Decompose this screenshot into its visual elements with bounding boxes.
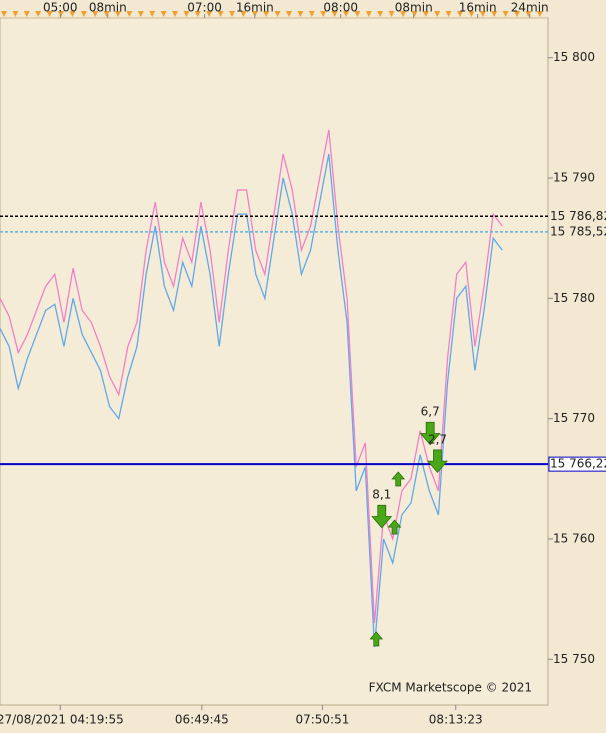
top-tick-label: 24min	[511, 1, 549, 15]
session-marker	[434, 11, 441, 17]
price-label-box	[549, 209, 606, 224]
session-marker	[457, 11, 463, 17]
top-tick-label: 05:00	[43, 1, 78, 15]
session-marker	[137, 11, 144, 17]
session-marker	[308, 11, 315, 17]
plot-area	[0, 17, 549, 706]
trade-arrow	[419, 421, 441, 446]
session-marker	[286, 11, 292, 17]
price-label-box	[549, 224, 606, 239]
session-marker	[377, 11, 384, 17]
x-tick-label: 07:50:51	[295, 713, 349, 727]
session-marker	[343, 11, 349, 17]
trade-label: 2,7	[428, 432, 447, 446]
session-marker	[46, 11, 53, 17]
session-marker	[12, 11, 19, 17]
price-line-series	[0, 129, 503, 624]
x-tick-label: 08:13:23	[429, 713, 483, 727]
price-label: 15 766,22	[550, 457, 606, 471]
session-marker	[536, 11, 543, 17]
session-marker	[172, 11, 178, 17]
session-marker	[514, 11, 520, 17]
session-marker	[115, 11, 121, 17]
session-marker	[320, 11, 327, 17]
session-marker	[400, 11, 406, 17]
session-marker	[206, 11, 213, 17]
session-marker	[445, 11, 452, 17]
x-tick-label: 06:49:45	[175, 713, 229, 727]
y-tick-label: 15 750	[553, 652, 595, 666]
trade-arrow	[387, 519, 402, 535]
session-marker	[240, 11, 247, 17]
y-tick-label: 15 780	[553, 291, 595, 305]
top-tick-label: 07:00	[187, 1, 222, 15]
session-marker	[491, 11, 498, 17]
price-label: 15 786,82	[550, 209, 606, 223]
session-marker	[297, 11, 304, 17]
session-marker	[479, 11, 486, 17]
session-marker	[525, 11, 532, 17]
session-marker	[35, 11, 42, 17]
session-marker	[388, 11, 395, 17]
price-line-series	[0, 153, 503, 648]
watermark: FXCM Marketscope © 2021	[369, 681, 532, 695]
session-marker	[422, 11, 429, 17]
session-marker	[194, 11, 201, 17]
session-marker	[502, 11, 509, 17]
top-tick-label: 08min	[89, 1, 127, 15]
trade-arrow	[391, 471, 406, 487]
session-marker	[160, 11, 167, 17]
session-marker	[468, 11, 475, 17]
top-tick-label: 08:00	[323, 1, 358, 15]
y-tick-label: 15 760	[553, 531, 595, 545]
trade-arrow	[371, 504, 393, 529]
session-marker	[126, 11, 133, 17]
y-tick-label: 15 790	[553, 171, 595, 185]
x-tick-label: 27/08/2021 04:19:55	[0, 713, 124, 727]
session-marker	[80, 11, 87, 17]
session-marker	[58, 11, 64, 17]
y-tick-label: 15 800	[553, 50, 595, 64]
trade-arrow	[427, 449, 448, 473]
price-label: 15 785,52	[550, 224, 606, 238]
top-tick-label: 16min	[236, 1, 274, 15]
session-marker	[217, 11, 224, 17]
session-marker	[274, 11, 281, 17]
session-marker	[23, 11, 30, 17]
session-marker	[354, 11, 361, 17]
session-marker	[92, 11, 99, 17]
y-tick-label: 15 770	[553, 411, 595, 425]
session-marker	[183, 11, 190, 17]
session-marker	[411, 11, 418, 17]
session-marker	[263, 11, 270, 17]
trade-label: 8,1	[372, 488, 391, 502]
session-marker	[1, 11, 7, 17]
session-marker	[103, 11, 110, 17]
top-tick-label: 08min	[395, 1, 433, 15]
session-marker	[229, 11, 235, 17]
session-marker	[149, 11, 156, 17]
trade-label: 6,7	[421, 405, 440, 419]
top-tick-label: 16min	[459, 1, 497, 15]
price-label-box	[548, 456, 606, 472]
trade-arrow	[369, 631, 384, 647]
session-marker	[365, 11, 372, 17]
session-marker	[69, 11, 76, 17]
session-marker	[331, 11, 338, 17]
